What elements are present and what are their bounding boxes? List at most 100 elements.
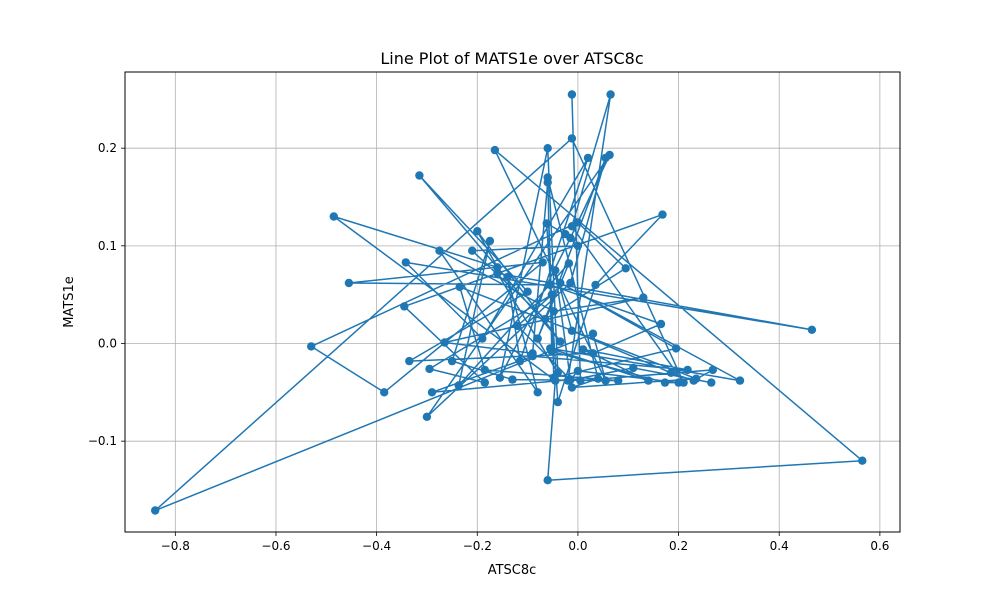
- data-point: [447, 356, 457, 366]
- data-point: [400, 302, 409, 311]
- data-point: [503, 272, 512, 282]
- data-point: [658, 210, 667, 219]
- data-point: [551, 376, 560, 385]
- x-tick-label: 0.2: [669, 539, 688, 553]
- x-tick-label: 0.6: [870, 539, 889, 553]
- data-point: [490, 145, 500, 155]
- data-point: [683, 365, 692, 375]
- data-point: [576, 376, 585, 385]
- x-axis-label: ATSC8c: [488, 563, 537, 578]
- data-point: [563, 376, 573, 385]
- data-point: [454, 381, 463, 390]
- data-point: [605, 150, 614, 160]
- data-point: [493, 269, 502, 278]
- chart-title: Line Plot of MATS1e over ATSC8c: [380, 49, 643, 68]
- data-point: [858, 456, 867, 465]
- data-point: [543, 144, 552, 153]
- x-tick-label: −0.6: [261, 539, 290, 553]
- data-point: [533, 334, 542, 343]
- data-point: [567, 383, 577, 392]
- data-point: [807, 325, 817, 334]
- x-axis: −0.8 −0.6 −0.4 −0.2 0.0 0.2 0.4 0.6: [161, 532, 889, 553]
- data-point: [405, 356, 414, 366]
- data-point: [480, 378, 489, 387]
- data-point: [415, 171, 424, 180]
- data-point: [543, 476, 552, 485]
- data-point: [478, 334, 487, 343]
- data-point: [473, 227, 482, 236]
- data-point: [528, 352, 537, 361]
- data-point: [513, 321, 522, 331]
- y-axis-label: MATS1e: [62, 276, 77, 328]
- data-point: [523, 287, 532, 296]
- data-point: [621, 264, 630, 273]
- data-point: [692, 374, 701, 383]
- x-tick-label: 0.4: [770, 539, 789, 553]
- data-point: [708, 365, 717, 375]
- data-point: [401, 258, 410, 267]
- data-point: [546, 280, 555, 290]
- data-point: [440, 338, 449, 347]
- data-point: [644, 376, 653, 385]
- data-point: [564, 259, 574, 268]
- x-tick-label: −0.2: [463, 539, 492, 553]
- data-point: [583, 153, 593, 163]
- data-point: [735, 376, 745, 385]
- data-point: [455, 282, 464, 292]
- data-point: [493, 263, 502, 272]
- data-point: [556, 337, 565, 346]
- data-point: [606, 90, 615, 99]
- y-tick-label: −0.1: [88, 434, 117, 448]
- data-point: [543, 178, 552, 187]
- data-point: [588, 349, 598, 358]
- data-point: [547, 290, 556, 299]
- data-point: [435, 246, 444, 255]
- data-point: [427, 388, 437, 397]
- y-axis: −0.1 0.0 0.1 0.2: [88, 141, 125, 448]
- data-point: [551, 266, 560, 275]
- data-point: [573, 366, 583, 376]
- data-point: [307, 342, 316, 351]
- data-point: [425, 364, 434, 374]
- y-tick-label: 0.1: [98, 239, 117, 253]
- data-point: [495, 373, 505, 382]
- data-point: [573, 241, 583, 250]
- data-point: [380, 388, 389, 397]
- data-point: [533, 388, 542, 397]
- data-point: [422, 412, 432, 421]
- y-tick-label: 0.0: [98, 337, 117, 351]
- data-point: [556, 278, 565, 288]
- data-point: [468, 246, 477, 255]
- data-point: [567, 134, 577, 143]
- x-tick-label: 0.0: [568, 539, 587, 553]
- data-point: [567, 90, 577, 99]
- data-point: [508, 375, 517, 384]
- data-point: [151, 506, 160, 515]
- data-point: [639, 293, 648, 302]
- data-point: [593, 374, 603, 383]
- data-point: [601, 376, 610, 385]
- data-point: [566, 278, 575, 288]
- data-point: [567, 222, 577, 231]
- data-point: [666, 368, 676, 377]
- data-point: [344, 278, 354, 288]
- data-point: [578, 345, 588, 354]
- x-tick-label: −0.8: [161, 539, 190, 553]
- data-point: [671, 344, 681, 353]
- data-point: [480, 365, 489, 375]
- data-point: [549, 307, 558, 316]
- data-point: [329, 212, 338, 221]
- data-point: [542, 219, 551, 228]
- data-point: [629, 363, 638, 373]
- data-point: [567, 326, 577, 335]
- data-point: [573, 218, 583, 227]
- data-point: [546, 344, 555, 353]
- data-point: [656, 319, 666, 329]
- data-point: [538, 258, 547, 267]
- data-point: [707, 378, 716, 387]
- data-point: [660, 378, 670, 387]
- data-point: [541, 314, 550, 324]
- data-point: [515, 356, 525, 366]
